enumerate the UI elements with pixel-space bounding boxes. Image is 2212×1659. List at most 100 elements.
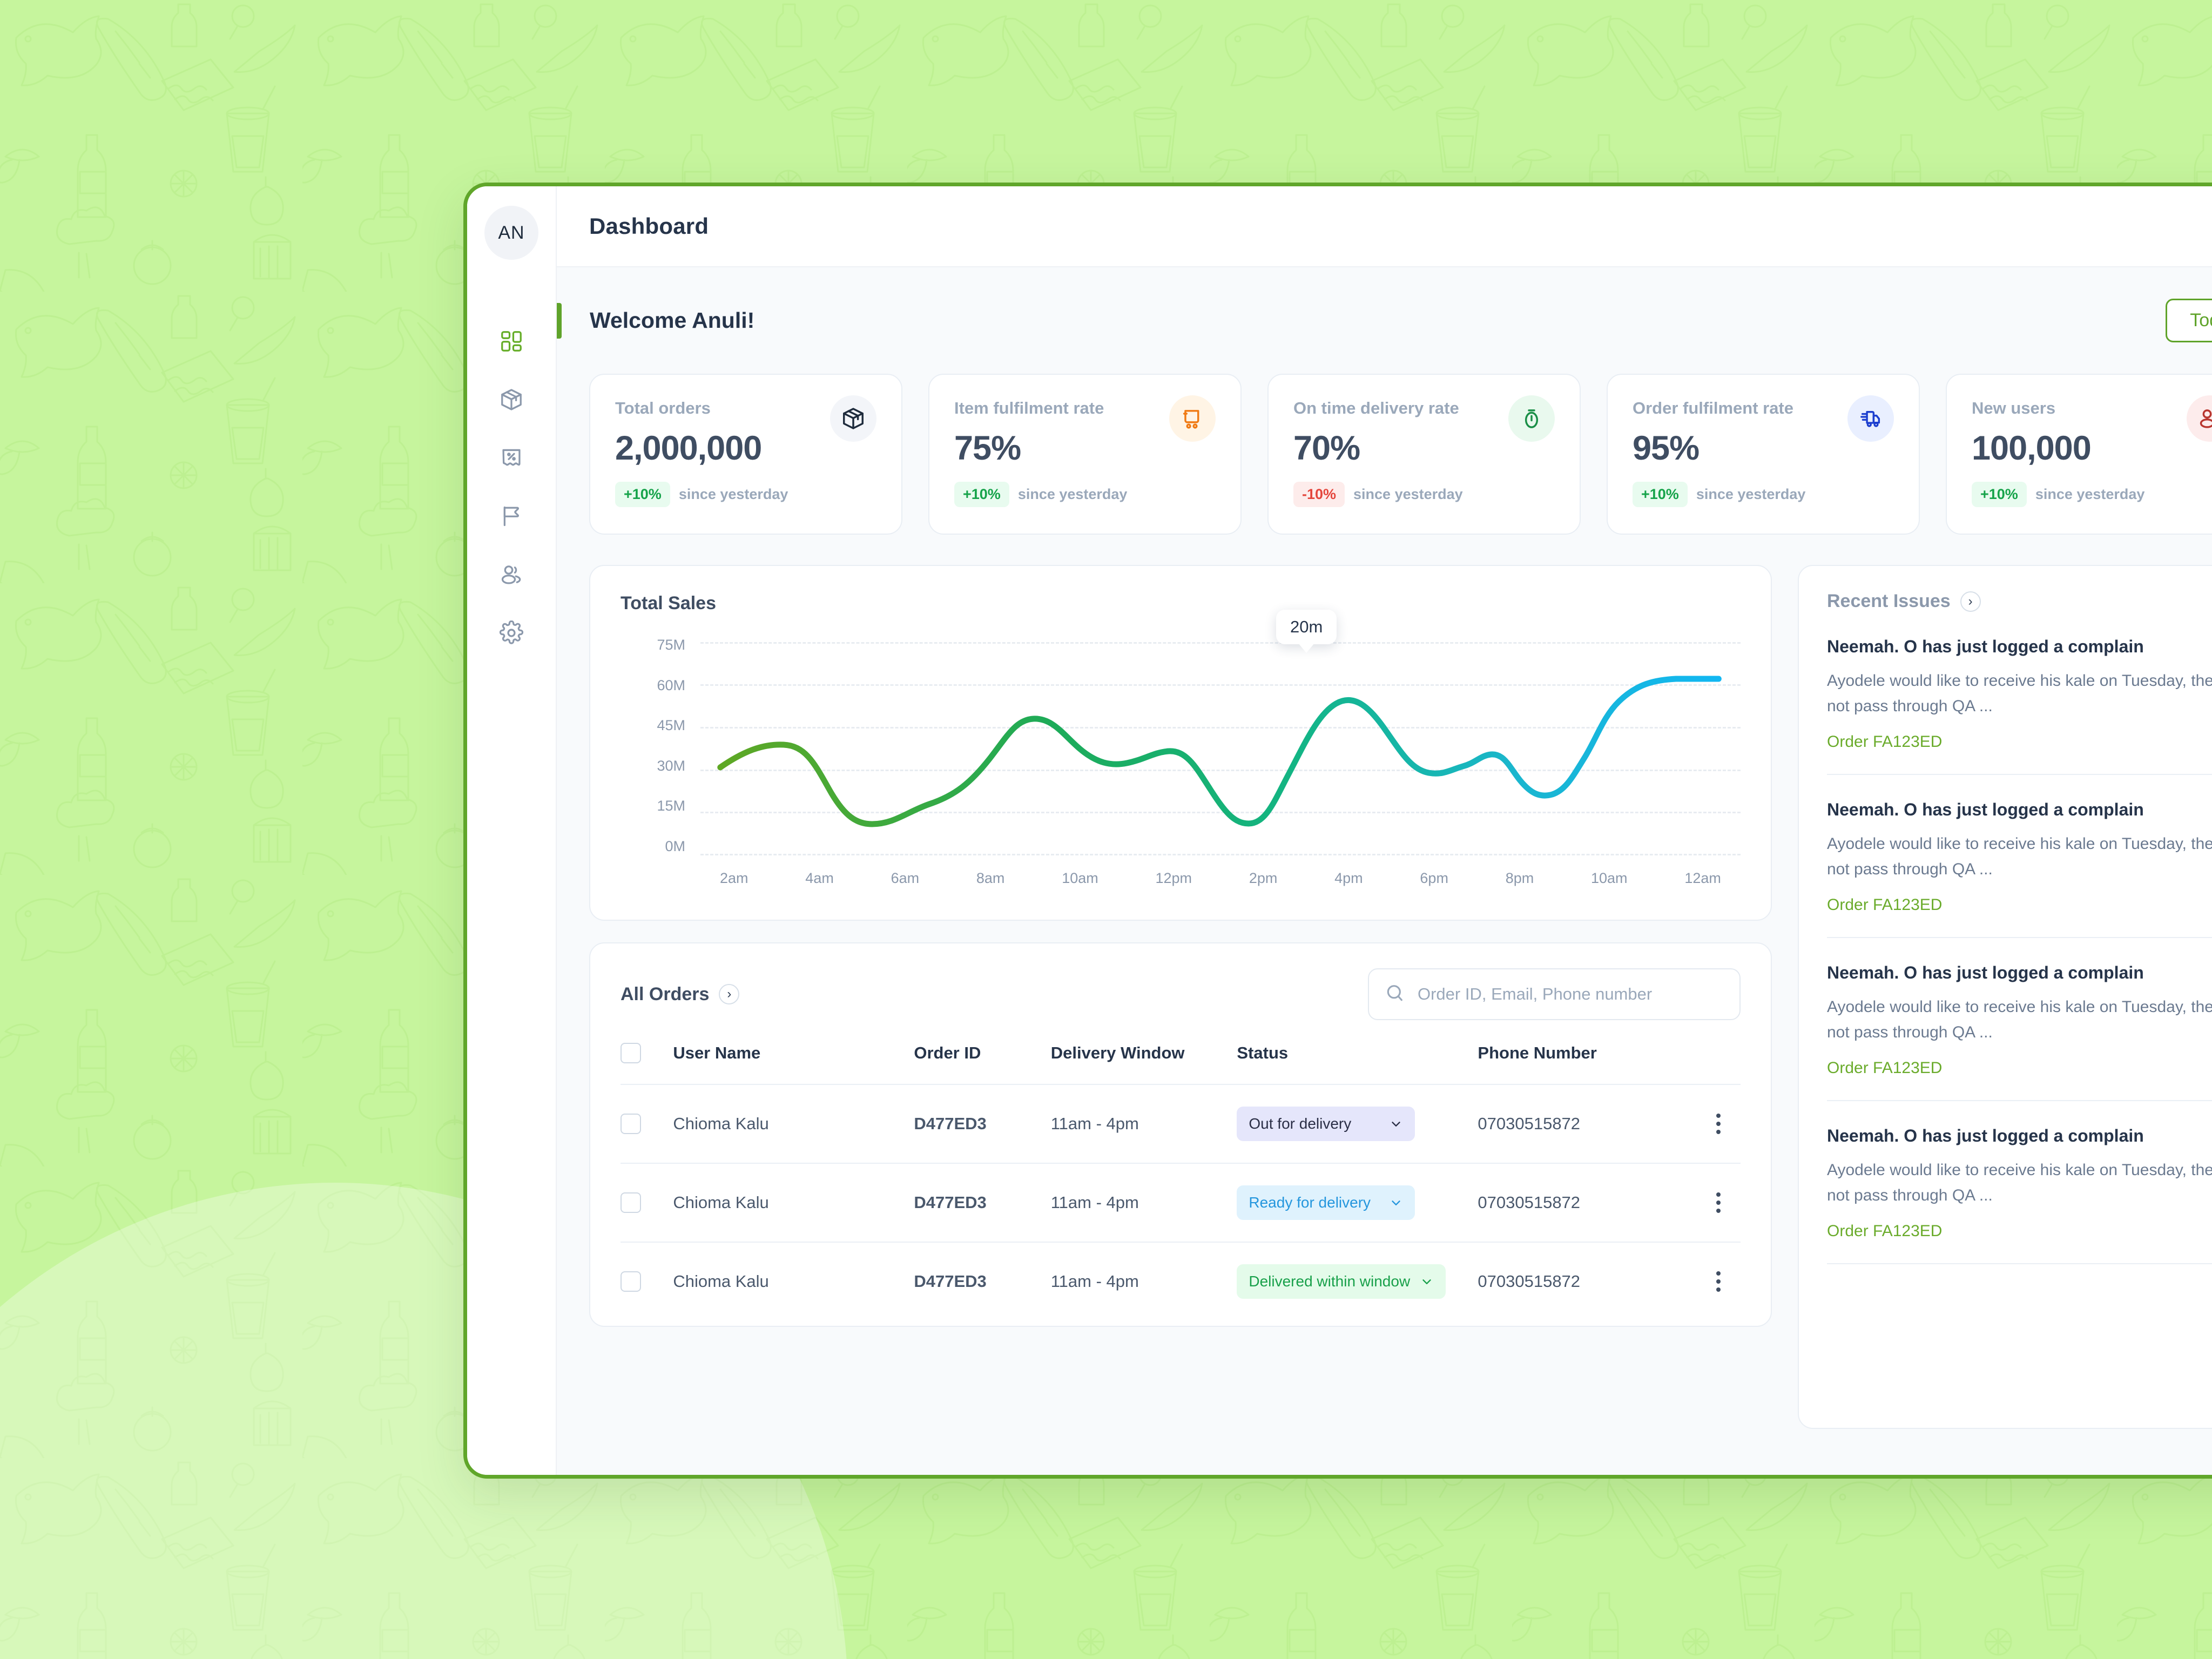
app-window: AN	[463, 183, 2212, 1479]
status-badge-delivered-within-window[interactable]: Delivered within window	[1237, 1264, 1446, 1299]
issue-body: Ayodele would like to receive his kale o…	[1827, 672, 2212, 715]
x-tick: 8am	[976, 870, 1005, 886]
cell-order-id[interactable]: D477ED3	[914, 1163, 1051, 1242]
stat-label: On time delivery rate	[1293, 399, 1459, 417]
list-item[interactable]: Neemah. O has just logged a complain Ayo…	[1827, 938, 2212, 1101]
table-row[interactable]: Chioma Kalu D477ED3 11am - 4pm Ready for…	[621, 1163, 1741, 1242]
chart-tooltip-value: 20m	[1290, 617, 1323, 636]
sidebar-item-settings[interactable]	[467, 621, 556, 645]
status-badge-out-for-delivery[interactable]: Out for delivery	[1237, 1107, 1415, 1141]
more-options-icon[interactable]	[1697, 1271, 1741, 1292]
stat-delta: +10%	[1972, 482, 2027, 507]
date-range-today-button[interactable]: Today	[2166, 299, 2212, 342]
stat-delta: +10%	[615, 482, 670, 507]
issue-order-link[interactable]: Order FA123ED	[1827, 1222, 1943, 1240]
stat-label: New users	[1972, 399, 2056, 417]
cell-delivery-window: 11am - 4pm	[1050, 1084, 1237, 1163]
stat-footer: +10% since yesterday	[615, 482, 876, 507]
all-orders-link[interactable]: All Orders ›	[621, 984, 740, 1005]
y-tick: 0M	[665, 838, 685, 854]
recent-issues-link[interactable]: Recent Issues ›	[1827, 591, 2212, 612]
row-checkbox[interactable]	[621, 1114, 641, 1134]
issue-title: Neemah. O has just logged a complain	[1827, 637, 2144, 656]
x-tick: 12am	[1684, 870, 1721, 886]
sidebar-item-discounts[interactable]	[467, 446, 556, 470]
avatar-initials: AN	[498, 222, 525, 243]
stat-value: 70%	[1293, 429, 1360, 467]
content-scroll: Welcome Anuli! Today Total orders 2,000,…	[557, 267, 2212, 1475]
stat-card-on-time-delivery-rate: On time delivery rate 70% -10% since yes…	[1267, 374, 1581, 535]
shopping-cart-icon	[1169, 395, 1216, 442]
chevron-down-icon	[1392, 1201, 1401, 1205]
stopwatch-icon	[1508, 395, 1555, 442]
cell-phone-number: 07030515872	[1478, 1163, 1697, 1242]
search-input[interactable]	[1418, 984, 1724, 1004]
table-row[interactable]: Chioma Kalu D477ED3 11am - 4pm Delivered…	[621, 1242, 1741, 1320]
orders-table: User Name Order ID Delivery Window Statu…	[621, 1043, 1741, 1320]
users-icon	[499, 562, 524, 587]
issue-order-link[interactable]: Order FA123ED	[1827, 896, 1943, 914]
sidebar-item-users[interactable]	[467, 562, 556, 587]
stat-cards-row: Total orders 2,000,000 +10% since yester…	[557, 342, 2212, 535]
x-tick: 10am	[1591, 870, 1628, 886]
row-select-cell	[621, 1163, 673, 1242]
stat-delta: -10%	[1293, 482, 1345, 507]
y-tick: 75M	[657, 637, 685, 653]
status-badge-ready-for-delivery[interactable]: Ready for delivery	[1237, 1185, 1415, 1220]
stat-footer: -10% since yesterday	[1293, 482, 1555, 507]
issue-body: Ayodele would like to receive his kale o…	[1827, 998, 2212, 1041]
column-header-status: Status	[1237, 1043, 1289, 1062]
orders-search[interactable]	[1368, 968, 1741, 1020]
sidebar-item-orders[interactable]	[467, 387, 556, 412]
issue-body: Ayodele would like to receive his kale o…	[1827, 1161, 2212, 1204]
stat-since: since yesterday	[1696, 486, 1806, 502]
cell-delivery-window: 11am - 4pm	[1050, 1163, 1237, 1242]
x-tick: 6pm	[1420, 870, 1448, 886]
select-all-checkbox[interactable]	[621, 1043, 641, 1063]
list-item[interactable]: Neemah. O has just logged a complain Ayo…	[1827, 612, 2212, 775]
cell-user-name: Chioma Kalu	[673, 1163, 914, 1242]
more-options-icon[interactable]	[1697, 1192, 1741, 1213]
status-label: Out for delivery	[1249, 1115, 1352, 1132]
cell-status: Out for delivery	[1237, 1084, 1478, 1163]
x-tick: 10am	[1062, 870, 1098, 886]
chart-tooltip: 20m	[1276, 610, 1337, 644]
x-tick: 2am	[720, 870, 748, 886]
x-tick: 12pm	[1155, 870, 1192, 886]
avatar[interactable]: AN	[484, 206, 538, 260]
list-item[interactable]: Neemah. O has just logged a complain Ayo…	[1827, 775, 2212, 938]
cell-order-id[interactable]: D477ED3	[914, 1084, 1051, 1163]
stat-delta: +10%	[1633, 482, 1688, 507]
grid-dashboard-icon	[499, 329, 524, 354]
main-area: Dashboard Welcome Anuli! Today Total ord…	[557, 186, 2212, 1475]
grid-line	[700, 684, 1741, 686]
stat-value: 100,000	[1972, 429, 2092, 467]
sidebar-item-dashboard[interactable]	[467, 329, 556, 354]
stat-value: 95%	[1633, 429, 1700, 467]
x-tick: 4am	[805, 870, 834, 886]
welcome-row: Welcome Anuli! Today	[557, 267, 2212, 342]
table-row[interactable]: Chioma Kalu D477ED3 11am - 4pm Out for d…	[621, 1084, 1741, 1163]
row-checkbox[interactable]	[621, 1192, 641, 1213]
stat-card-new-users: New users 100,000 +10% since yesterday	[1946, 374, 2212, 535]
cell-order-id[interactable]: D477ED3	[914, 1242, 1051, 1320]
stat-value: 75%	[954, 429, 1021, 467]
stat-value: 2,000,000	[615, 429, 762, 467]
stat-since: since yesterday	[2035, 486, 2145, 502]
grid-line	[700, 854, 1741, 855]
gear-icon	[499, 621, 524, 645]
sidebar-item-issues[interactable]	[467, 504, 556, 529]
welcome-accent-bar	[557, 302, 562, 339]
x-tick: 4pm	[1334, 870, 1363, 886]
issue-order-link[interactable]: Order FA123ED	[1827, 1059, 1943, 1077]
issue-order-link[interactable]: Order FA123ED	[1827, 733, 1943, 751]
chart-plot: 20m	[700, 610, 1741, 855]
page-title: Dashboard	[589, 213, 709, 239]
stat-since: since yesterday	[1353, 486, 1463, 502]
column-header-phone-number: Phone Number	[1478, 1043, 1597, 1062]
row-checkbox[interactable]	[621, 1271, 641, 1292]
list-item[interactable]: Neemah. O has just logged a complain Ayo…	[1827, 1101, 2212, 1264]
more-options-icon[interactable]	[1697, 1114, 1741, 1134]
stat-label: Item fulfilment rate	[954, 399, 1104, 417]
all-orders-panel: All Orders ›	[589, 942, 1772, 1327]
